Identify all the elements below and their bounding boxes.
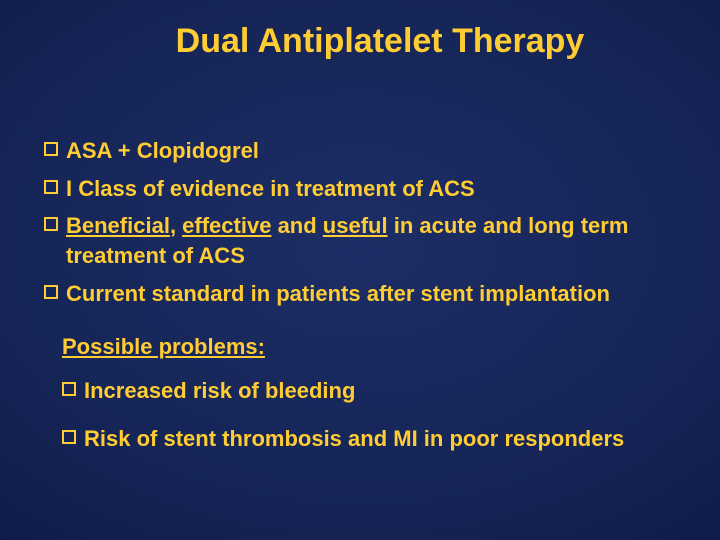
bullet-square-icon — [44, 217, 58, 231]
bullet-text: Current standard in patients after stent… — [66, 279, 610, 309]
bullet-text: Increased risk of bleeding — [84, 376, 355, 406]
bullet-item: Beneficial, effective and useful in acut… — [44, 211, 676, 270]
subheading: Possible problems: — [44, 334, 676, 360]
bullet-text: Risk of stent thrombosis and MI in poor … — [84, 424, 624, 454]
bullet-item: ASA + Clopidogrel — [44, 136, 676, 166]
slide: Dual Antiplatelet Therapy ASA + Clopidog… — [0, 0, 720, 540]
bullet-text: I Class of evidence in treatment of ACS — [66, 174, 475, 204]
bullet-item: Increased risk of bleeding — [44, 376, 676, 406]
bullet-text: Beneficial, effective and useful in acut… — [66, 211, 676, 270]
bullet-square-icon — [44, 142, 58, 156]
slide-title: Dual Antiplatelet Therapy — [0, 22, 720, 61]
bullet-square-icon — [44, 180, 58, 194]
bullet-item: Risk of stent thrombosis and MI in poor … — [44, 424, 676, 454]
bullet-item: I Class of evidence in treatment of ACS — [44, 174, 676, 204]
bullet-square-icon — [44, 285, 58, 299]
slide-content: ASA + Clopidogrel I Class of evidence in… — [44, 136, 676, 462]
bullet-text: ASA + Clopidogrel — [66, 136, 259, 166]
bullet-item: Current standard in patients after stent… — [44, 279, 676, 309]
bullet-square-icon — [62, 430, 76, 444]
bullet-square-icon — [62, 382, 76, 396]
